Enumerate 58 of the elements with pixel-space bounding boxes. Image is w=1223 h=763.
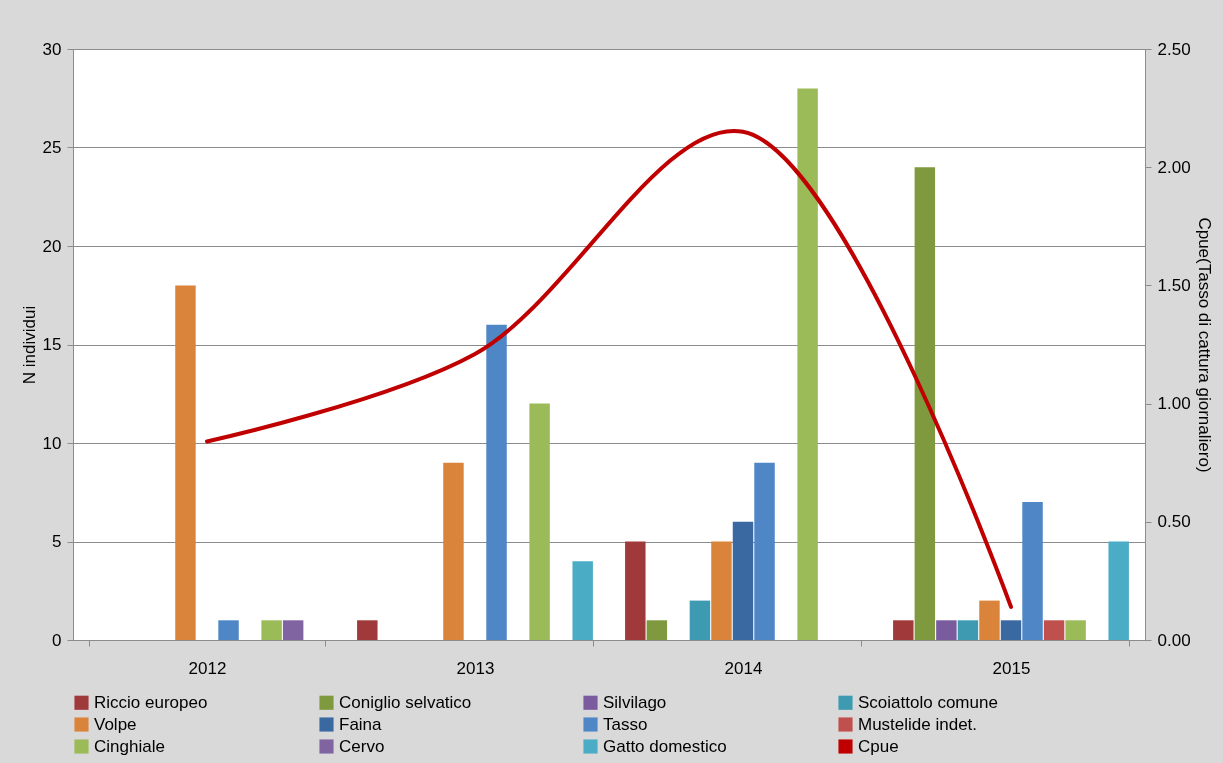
legend-label: Silvilago bbox=[603, 692, 667, 712]
bar bbox=[443, 462, 464, 640]
legend-label: Coniglio selvatico bbox=[339, 692, 472, 712]
y-tick-label: 0 bbox=[52, 630, 62, 650]
legend-label: Faina bbox=[339, 714, 383, 734]
bar bbox=[732, 521, 754, 640]
line-series bbox=[205, 129, 1013, 609]
bar bbox=[936, 620, 957, 640]
x-tick-label: 2013 bbox=[456, 658, 495, 678]
legend-label: Scoiattolo comune bbox=[858, 692, 998, 712]
y2-tick-label: 2.50 bbox=[1157, 39, 1191, 59]
legend-label: Gatto domestico bbox=[603, 736, 727, 756]
bar bbox=[689, 600, 711, 640]
x-tick-label: 2014 bbox=[724, 658, 763, 678]
bar bbox=[1022, 502, 1043, 640]
legend-label: Volpe bbox=[94, 714, 137, 734]
bar bbox=[486, 324, 507, 640]
bar bbox=[529, 403, 550, 640]
bar bbox=[357, 620, 378, 640]
legend-label: Mustelide indet. bbox=[858, 714, 978, 734]
y-tick-label: 5 bbox=[52, 532, 62, 551]
y-axis-title: N individui bbox=[19, 305, 39, 385]
bar bbox=[261, 620, 282, 640]
y-tick-label: 15 bbox=[42, 335, 62, 354]
y-tick-label: 10 bbox=[42, 433, 62, 453]
legend-label: Tasso bbox=[603, 714, 648, 734]
bar bbox=[754, 462, 775, 640]
bar bbox=[282, 620, 304, 640]
bar bbox=[797, 88, 818, 640]
bar bbox=[1065, 620, 1086, 640]
y-tick-label: 25 bbox=[42, 138, 62, 157]
bar bbox=[218, 620, 239, 640]
bar bbox=[175, 285, 196, 640]
y2-axis-title: Cpue(Tasso di cattura giornaliero) bbox=[1194, 217, 1214, 473]
bar bbox=[625, 541, 646, 640]
legend-label: Riccio europeo bbox=[94, 692, 208, 712]
bar bbox=[572, 561, 593, 640]
legend-label: Cervo bbox=[339, 736, 385, 756]
bar bbox=[893, 620, 914, 640]
bar bbox=[711, 541, 732, 640]
y2-tick-label: 2.00 bbox=[1157, 157, 1191, 177]
y2-tick-label: 0.00 bbox=[1157, 630, 1191, 650]
bar bbox=[646, 620, 668, 640]
x-tick-label: 2012 bbox=[188, 658, 227, 678]
bar bbox=[979, 600, 1000, 640]
bar bbox=[957, 620, 979, 640]
bar bbox=[1043, 620, 1065, 640]
y2-tick-label: 1.50 bbox=[1157, 275, 1191, 295]
y-tick-label: 30 bbox=[42, 39, 62, 59]
legend-label: Cinghiale bbox=[94, 736, 165, 756]
bar bbox=[1108, 541, 1129, 640]
y-tick-label: 20 bbox=[42, 236, 62, 256]
x-tick-label: 2015 bbox=[992, 658, 1031, 678]
y2-tick-label: 0.50 bbox=[1157, 512, 1191, 532]
y2-tick-label: 1.00 bbox=[1157, 394, 1191, 414]
bar bbox=[914, 167, 936, 640]
legend-label: Cpue bbox=[858, 736, 899, 756]
bar bbox=[1000, 620, 1022, 640]
